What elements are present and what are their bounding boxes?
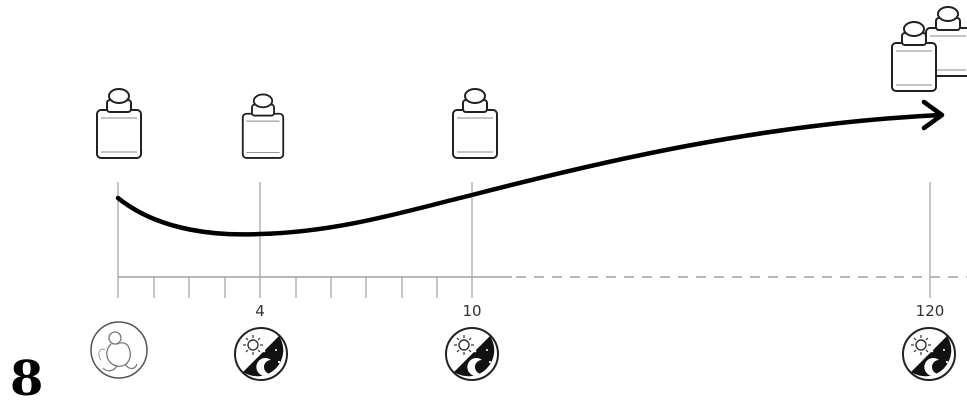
newborn-baby-icon: [90, 321, 148, 379]
day-night-icon: [234, 327, 288, 381]
arrowhead-icon: [921, 99, 945, 131]
axis-ticks: [153, 277, 438, 298]
tick-label-10: 10: [462, 302, 481, 320]
weight-icon: [96, 88, 142, 159]
tick-label-120: 120: [916, 302, 945, 320]
weight-icon: [241, 93, 285, 159]
weight-curve: [115, 112, 943, 237]
tick-label-4: 4: [255, 302, 265, 320]
day-night-icon: [902, 327, 956, 381]
figure-number: 8: [10, 351, 44, 407]
weight-icon: [452, 88, 498, 159]
day-night-icon: [445, 327, 499, 381]
